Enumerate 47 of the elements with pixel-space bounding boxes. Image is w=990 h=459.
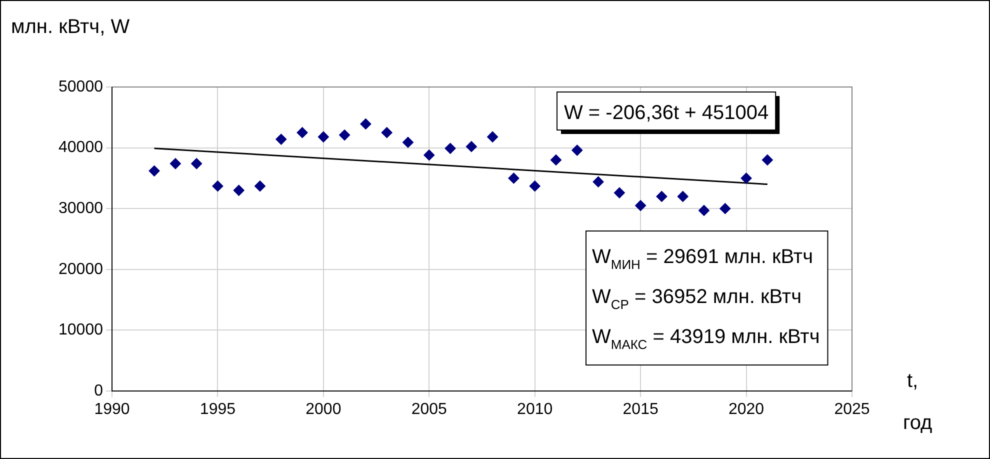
x-tick-label: 2020 bbox=[728, 401, 764, 418]
point bbox=[635, 200, 646, 212]
y-tick-label: 0 bbox=[94, 382, 104, 400]
point bbox=[592, 176, 604, 188]
point bbox=[191, 158, 202, 170]
point bbox=[466, 141, 477, 152]
point bbox=[212, 180, 224, 192]
point bbox=[381, 127, 392, 138]
y-axis-title: млн. кВтч, W bbox=[11, 16, 130, 38]
point bbox=[762, 154, 773, 166]
x-tick-label: 1990 bbox=[94, 401, 130, 418]
x-axis-title: t, год bbox=[903, 370, 933, 434]
point bbox=[550, 154, 562, 166]
point bbox=[318, 131, 329, 142]
point bbox=[720, 203, 731, 214]
x-tick-label: 2010 bbox=[517, 401, 553, 418]
y-tick-label: 30000 bbox=[58, 200, 104, 218]
point bbox=[572, 144, 583, 156]
point bbox=[444, 142, 456, 154]
x-tick-label: 2025 bbox=[834, 401, 870, 418]
y-tick-label: 10000 bbox=[58, 322, 104, 339]
y-tick-label: 20000 bbox=[58, 260, 104, 278]
point bbox=[170, 158, 181, 170]
x-tick-label: 2005 bbox=[411, 401, 448, 418]
point bbox=[339, 130, 350, 141]
point bbox=[508, 172, 520, 184]
point bbox=[656, 190, 668, 202]
point bbox=[402, 136, 414, 148]
point bbox=[424, 150, 435, 161]
point bbox=[360, 118, 372, 130]
point bbox=[487, 131, 498, 142]
x-tick-label: 2000 bbox=[306, 401, 342, 418]
annotation: W = -206,36t + 451004 bbox=[564, 102, 769, 124]
point bbox=[529, 180, 540, 192]
x-tick-label: 2015 bbox=[622, 401, 658, 418]
x-tick-label: 1995 bbox=[200, 401, 236, 418]
point bbox=[233, 184, 244, 196]
point bbox=[148, 165, 160, 176]
point bbox=[698, 204, 710, 216]
y-tick-label: 40000 bbox=[58, 139, 104, 156]
point bbox=[614, 187, 625, 198]
point bbox=[677, 190, 688, 202]
y-tick-label: 50000 bbox=[58, 78, 104, 96]
point bbox=[276, 134, 287, 145]
point bbox=[254, 180, 266, 192]
point bbox=[740, 172, 752, 184]
point bbox=[296, 127, 308, 138]
